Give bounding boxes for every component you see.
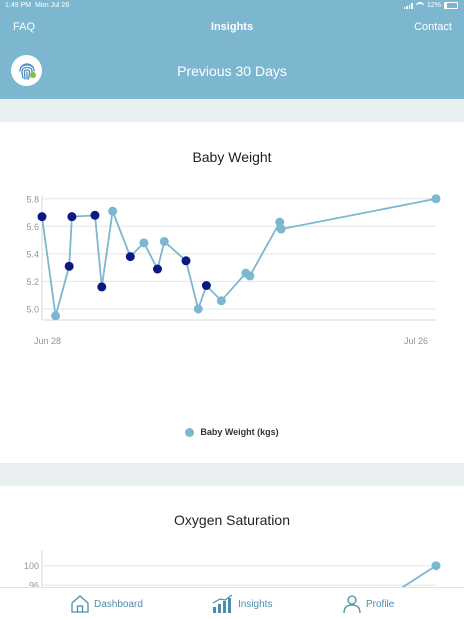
highlighted-data-point	[181, 256, 191, 266]
status-date-text: Mon Jul 26	[34, 2, 70, 9]
bar-chart-icon	[212, 594, 233, 613]
weight-chart: 5.0 5.2 5.4 5.6 5.8 Jun 28 Jul 26	[26, 194, 441, 346]
highlighted-data-point	[152, 264, 162, 274]
tab-insights[interactable]: Insights	[212, 594, 272, 614]
tab-dashboard[interactable]: Dashboard	[70, 594, 143, 614]
weight-legend: Baby Weight (kgs)	[0, 427, 464, 437]
x-tick-label: Jun 28	[34, 336, 61, 346]
tab-dashboard-label: Dashboard	[94, 598, 143, 610]
y-tick-label: 5.8	[26, 194, 39, 204]
person-icon	[343, 595, 361, 614]
highlighted-data-point	[90, 210, 100, 220]
weight-series-line	[41, 197, 437, 317]
highlighted-data-point	[201, 281, 211, 291]
period-title: Previous 30 Days	[177, 63, 287, 79]
y-tick-label: 100	[24, 561, 39, 571]
y-tick-label: 5.4	[26, 249, 39, 259]
fingerprint-icon	[18, 62, 36, 80]
oxygen-chart-title: Oxygen Saturation	[174, 512, 290, 528]
y-tick-label: 5.2	[26, 277, 39, 287]
highlighted-data-point	[67, 212, 77, 222]
home-icon	[71, 595, 89, 613]
highlighted-data-point	[125, 252, 135, 262]
legend-label: Baby Weight (kgs)	[200, 427, 279, 437]
y-tick-label: 96	[29, 581, 39, 591]
faq-link[interactable]: FAQ	[13, 21, 36, 33]
tab-profile-label: Profile	[366, 598, 395, 610]
data-point	[216, 296, 226, 306]
highlighted-data-point	[97, 282, 107, 292]
status-indicators: 12%	[403, 2, 458, 9]
legend-dot-icon	[185, 427, 195, 437]
battery-percent: 12%	[426, 2, 441, 9]
status-bar: 1:49 PM Mon Jul 26 12%	[0, 0, 464, 12]
y-tick-label: 5.6	[26, 222, 39, 232]
data-point	[245, 271, 255, 281]
status-time-text: 1:49 PM	[5, 2, 32, 9]
contact-link[interactable]: Contact	[414, 21, 452, 33]
fingerprint-logo-icon	[11, 55, 42, 86]
header: 1:49 PM Mon Jul 26 12% FAQ Insights Cont…	[0, 0, 464, 99]
data-point	[193, 304, 203, 314]
data-point	[159, 236, 169, 246]
data-point	[431, 561, 441, 571]
highlighted-data-point	[64, 261, 74, 271]
page-title: Insights	[210, 21, 254, 33]
signal-icon	[403, 2, 413, 9]
y-tick-label: 5.0	[26, 304, 39, 314]
wifi-icon	[415, 2, 424, 9]
section-divider	[0, 463, 464, 486]
data-point	[431, 194, 441, 204]
weight-chart-title: Baby Weight	[192, 149, 272, 165]
data-point	[139, 238, 149, 248]
section-divider	[0, 99, 464, 122]
data-point	[275, 217, 285, 227]
x-tick-label: Jul 26	[404, 336, 428, 346]
tab-bar: Dashboard Insights Profile	[0, 587, 464, 619]
oxygen-series-line	[401, 564, 437, 589]
data-point	[276, 224, 286, 234]
tab-insights-label: Insights	[238, 598, 273, 610]
status-time: 1:49 PM Mon Jul 26	[5, 2, 69, 9]
data-point	[108, 206, 118, 216]
battery-icon	[444, 2, 458, 9]
data-point	[51, 311, 61, 321]
highlighted-data-point	[37, 212, 47, 222]
tab-profile[interactable]: Profile	[342, 594, 394, 614]
